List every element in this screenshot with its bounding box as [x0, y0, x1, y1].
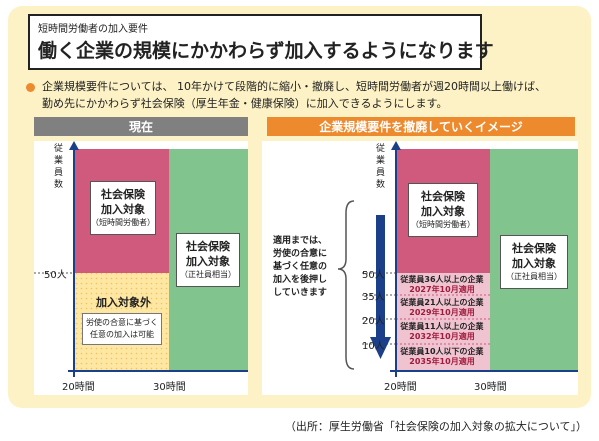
future-short-insured-label: 社会保険 加入対象 （短時間労働者）	[408, 183, 478, 237]
current-y-arrow	[69, 141, 79, 150]
step-11-plus: 従業員11人以上の企業 2032年10月適用	[400, 321, 484, 341]
current-y-axis-label: 従業員数	[54, 144, 64, 190]
future-regular-insured-label: 社会保険 加入対象 （正社員相当）	[500, 235, 568, 289]
current-x-tick-30: 30時間	[153, 382, 186, 393]
brace-icon	[337, 200, 355, 370]
page-title: 働く企業の規模にかかわらず加入するようになります	[38, 40, 494, 62]
future-y-arrow	[391, 141, 401, 150]
current-short-insured-label: 社会保険 加入対象 （短時間労働者）	[90, 181, 156, 235]
current-panel: 従業員数 50人 20時間 30時間 社会保険 加入対象 （短時間労働者） 社会…	[34, 141, 248, 395]
current-y-tick-50: 50人	[44, 270, 67, 281]
title-subtitle: 短時間労働者の加入要件	[38, 24, 148, 35]
future-y-axis-label: 従業員数	[376, 144, 386, 190]
step-21-plus: 従業員21人以上の企業 2029年10月適用	[400, 297, 484, 317]
future-y-tick-35: 35人	[362, 292, 385, 303]
future-lightpink-region	[396, 273, 490, 371]
future-header: 企業規模要件を撤廃していくイメージ	[267, 117, 575, 136]
down-arrow-shaft	[376, 215, 385, 341]
future-x-tick-20: 20時間	[384, 382, 417, 393]
down-arrow-icon	[370, 337, 391, 359]
title-box: 短時間労働者の加入要件 働く企業の規模にかかわらず加入するようになります	[28, 14, 494, 70]
future-y-tick-10: 10人	[362, 341, 385, 352]
current-excluded-note: 労使の合意に基づく 任意の加入は可能	[82, 313, 162, 345]
future-note: 適用までは、 労使の合意に 基づく任意の 加入を後押し していきます	[272, 236, 327, 298]
future-panel: 従業員数 50人 35人 20人 10人 20時間 30時間 適用までは、 労使…	[262, 141, 578, 395]
step-36-plus: 従業員36人以上の企業 2027年10月適用	[400, 274, 484, 294]
future-y-tick-50: 50人	[362, 270, 385, 281]
current-header: 現在	[34, 117, 248, 136]
current-excluded-label: 加入対象外	[96, 296, 151, 309]
future-x-tick-30: 30時間	[474, 382, 507, 393]
bullet-icon	[26, 83, 35, 92]
description: 企業規模要件については、 10年かけて段階的に縮小・撤廃し、短時間労働者が週20…	[42, 78, 582, 112]
step-10-or-less: 従業員10人以下の企業 2035年10月適用	[400, 346, 484, 366]
description-line-2: 勤め先にかかわらず社会保険（厚生年金・健康保険）に加入できるようにします。	[42, 97, 448, 110]
source-citation: （出所：厚生労働省「社会保険の加入対象の拡大について」）	[284, 420, 587, 433]
future-y-tick-20: 20人	[362, 316, 385, 327]
current-regular-insured-label: 社会保険 加入対象 （正社員相当）	[176, 233, 240, 287]
description-line-1: 企業規模要件については、 10年かけて段階的に縮小・撤廃し、短時間労働者が週20…	[42, 80, 546, 93]
current-x-tick-20: 20時間	[62, 382, 95, 393]
